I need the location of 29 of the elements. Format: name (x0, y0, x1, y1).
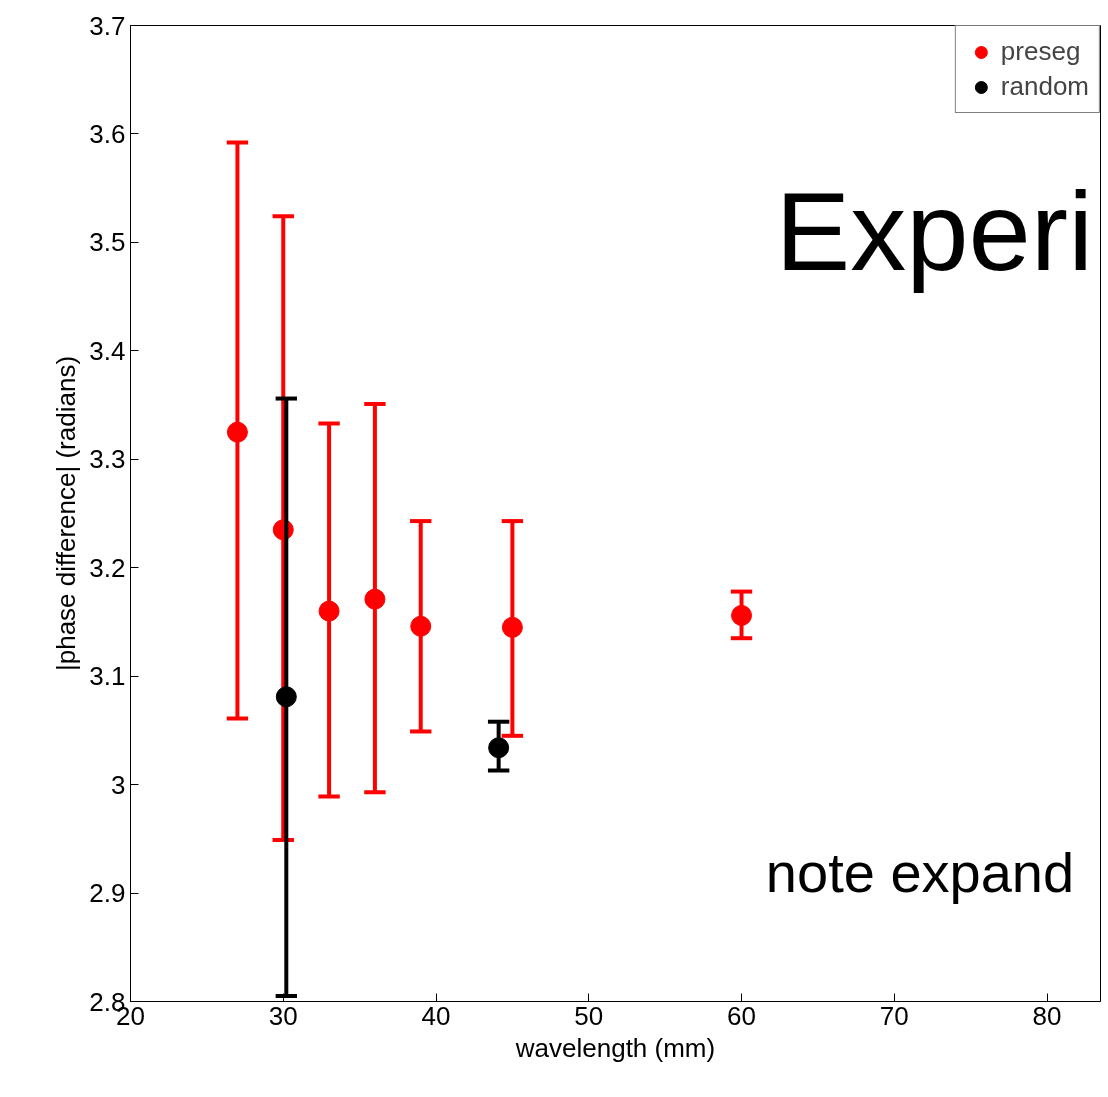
x-tick-label: 70 (879, 1000, 909, 1031)
legend-label: preseg (1000, 36, 1081, 67)
x-tick-label: 30 (268, 1000, 298, 1031)
y-axis-title: |phase difference| (radians) (51, 355, 82, 672)
x-tick-label: 40 (421, 1000, 451, 1031)
y-tick-label: 3.3 (89, 444, 126, 475)
x-tick-label: 50 (574, 1000, 604, 1031)
x-tick-label: 60 (727, 1000, 756, 1031)
point (488, 737, 510, 759)
annotation: Experi (775, 168, 1094, 294)
y-tick-label: 3 (111, 769, 126, 800)
point (410, 615, 432, 637)
annotation: note expand (765, 840, 1075, 904)
legend-label: random (1000, 71, 1089, 102)
point (226, 421, 248, 443)
point (318, 600, 340, 622)
y-tick-label: 3.1 (89, 661, 126, 692)
point (501, 616, 523, 638)
y-tick-label: 3.7 (89, 10, 126, 41)
point (731, 604, 753, 626)
y-tick-label: 3.5 (89, 227, 126, 258)
x-axis-title: wavelength (mm) (514, 1032, 716, 1063)
y-tick-label: 3.6 (89, 118, 126, 149)
y-tick-label: 2.9 (89, 878, 126, 909)
y-tick-label: 3.4 (89, 335, 126, 366)
point (364, 588, 386, 610)
x-tick-label: 80 (1032, 1000, 1062, 1031)
y-tick-label: 3.2 (89, 552, 126, 583)
point (275, 686, 297, 708)
